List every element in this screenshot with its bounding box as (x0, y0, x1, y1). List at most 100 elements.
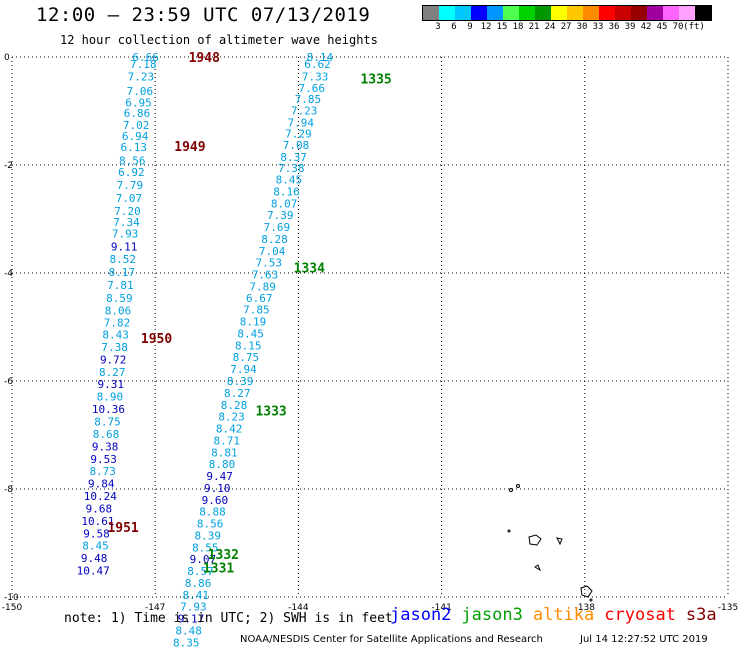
swh-value-label: 8.35 (173, 636, 200, 649)
legend-label: 6 (451, 22, 457, 32)
legend-label: (ft) (683, 22, 705, 32)
swh-value-label: 7.23 (128, 70, 155, 83)
legend-label: 36 (608, 22, 620, 32)
swh-value-label: 8.42 (216, 423, 243, 436)
legend-label: 3 (435, 22, 441, 32)
generated-timestamp: Jul 14 12:27:52 UTC 2019 (580, 634, 708, 645)
satellite-legend-item: jason3 (461, 605, 523, 625)
map-subtitle: 12 hour collection of altimeter wave hei… (60, 33, 378, 47)
lat-tick-label: -6 (4, 377, 13, 387)
swh-value-label: 8.23 (218, 411, 245, 424)
axis-labels: -150 -147 -144 -141 -138 -135 0 -2 -4 -6 -8 -10 (2, 53, 738, 613)
satellite-legend-item: jason2 (390, 605, 452, 625)
swh-value-label: 7.08 (283, 139, 310, 152)
swh-value-label: 9.53 (90, 453, 117, 466)
legend-swatch (679, 6, 695, 20)
swh-value-label: 8.55 (192, 541, 219, 554)
swh-value-label: 6.67 (246, 292, 273, 305)
island (580, 585, 593, 598)
swh-value-label: 8.37 (280, 151, 307, 164)
swh-value-label: 8.52 (109, 253, 136, 266)
swh-value-label: 9.47 (206, 470, 233, 483)
swh-value-label: 9.68 (86, 502, 113, 515)
swh-value-label: 8.86 (185, 577, 212, 590)
legend-swatch (583, 6, 599, 20)
swh-value-label: 8.14 (307, 51, 334, 64)
swh-value-label: 9.11 (111, 241, 138, 254)
footer-note: note: 1) Time is in UTC; 2) SWH is in fe… (64, 611, 393, 626)
pass-time-label: 1949 (174, 140, 205, 155)
swh-value-label: 8.28 (221, 399, 248, 412)
lon-tick-label: -138 (575, 603, 596, 613)
swh-value-label: 10.24 (84, 490, 117, 503)
swh-value-label: 7.38 (278, 162, 305, 175)
swh-value-label: 8.39 (227, 375, 254, 388)
lat-tick-label: -2 (4, 161, 13, 171)
legend-label: 15 (496, 22, 508, 32)
swh-value-label: 8.59 (106, 292, 133, 305)
pass-time-label: 1331 (203, 561, 234, 576)
swh-value-label: 7.07 (116, 192, 143, 205)
lon-tick-label: -150 (2, 603, 23, 613)
swh-value-label: 7.29 (285, 128, 312, 141)
pass-time-label: 1948 (189, 51, 220, 66)
satellite-legend-item: cryosat (604, 605, 676, 625)
swh-value-label: 7.93 (112, 228, 139, 241)
legend-label: 30 (576, 22, 588, 32)
swh-value-label: 7.63 (252, 269, 279, 282)
swh-value-label: 8.73 (89, 465, 116, 478)
swh-value-label: 8.27 (99, 366, 126, 379)
lon-tick-label: -135 (718, 603, 738, 613)
swh-value-label: 7.06 (127, 85, 154, 98)
legend-swatch (519, 6, 535, 20)
legend-swatch (471, 6, 487, 20)
swh-value-label: 8.27 (224, 387, 251, 400)
lat-tick-label: -10 (4, 593, 19, 603)
swh-value-label: 6.13 (120, 141, 147, 154)
swh-value-label: 6.92 (118, 166, 145, 179)
pass-time-label: 1335 (360, 73, 391, 88)
pass-time-label: 1334 (294, 262, 325, 277)
swh-value-label: 8.90 (97, 391, 124, 404)
swh-value-label: 6.95 (125, 96, 152, 109)
pass-time-label: 1333 (255, 405, 286, 420)
swh-value-label: 9.58 (83, 527, 110, 540)
swh-value-label: 7.04 (259, 245, 286, 258)
legend-swatch (423, 6, 439, 20)
legend-label: 18 (512, 22, 524, 32)
island (528, 534, 542, 546)
legend-swatch (535, 6, 551, 20)
swh-value-label: 9.60 (202, 494, 229, 507)
legend-swatch (503, 6, 519, 20)
swh-value-label: 8.68 (93, 428, 120, 441)
swh-value-label: 6.86 (124, 107, 151, 120)
satellite-legend-item: altika (532, 605, 595, 625)
swh-value-label: 8.28 (261, 233, 288, 246)
legend-label: 24 (544, 22, 556, 32)
color-scale-legend: 3 6 9 12 15 18 21 24 27 30 33 36 39 42 45 70 (ft) (422, 5, 712, 33)
swh-value-label: 8.17 (109, 266, 136, 279)
swh-value-label: 8.41 (183, 589, 210, 602)
legend-label: 42 (640, 22, 652, 32)
swh-value-label: 6.62 (304, 58, 331, 71)
swh-value-label: 7.39 (267, 209, 294, 222)
lat-tick-label: -4 (4, 269, 13, 279)
swh-value-label: 8.88 (199, 506, 226, 519)
swh-value-label: 10.36 (92, 403, 125, 416)
satellite-legend: jason2 jason3 altika cryosat s3a (390, 605, 727, 625)
pass-time-label: 1332 (208, 548, 239, 563)
swh-value-label: 8.07 (271, 197, 298, 210)
swh-value-label: 7.33 (302, 70, 329, 83)
swh-value-label: 8.43 (102, 329, 129, 342)
swh-value-label: 8.80 (209, 458, 236, 471)
swh-value-label: 7.81 (107, 279, 134, 292)
island (534, 564, 542, 572)
swh-value-label: 7.85 (295, 93, 322, 106)
swh-value-label: 7.82 (104, 317, 131, 330)
island (556, 537, 563, 546)
swh-value-label: 7.23 (291, 104, 318, 117)
legend-swatch (631, 6, 647, 20)
lon-tick-label: -147 (145, 603, 165, 613)
pass-time-label: 1950 (141, 332, 172, 347)
